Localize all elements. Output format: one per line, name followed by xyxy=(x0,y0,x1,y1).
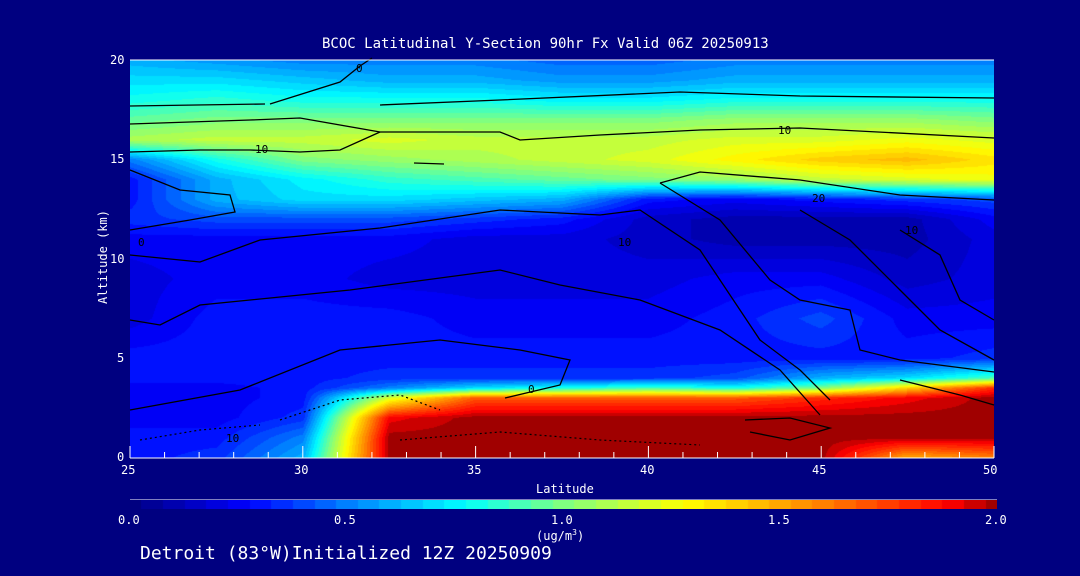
x-tick-label: 35 xyxy=(467,463,482,477)
units-prefix: (ug/m xyxy=(536,529,573,543)
axes xyxy=(130,59,997,501)
contour-line xyxy=(129,117,995,141)
footer-caption: Detroit (83°W)Initialized 12Z 20250909 xyxy=(140,543,552,564)
x-tick-label: 50 xyxy=(983,463,998,477)
y-tick-label: 0 xyxy=(117,450,125,464)
contour-label: 0 xyxy=(356,62,363,75)
x-tick-label: 25 xyxy=(121,463,136,477)
contour-line xyxy=(129,131,381,153)
colorbar-tick-label: 2.0 xyxy=(985,513,1007,527)
units-suffix: ) xyxy=(576,529,585,543)
contour-lines-dashed xyxy=(139,394,701,446)
contour-line xyxy=(129,339,571,411)
contour-line xyxy=(744,417,833,441)
contour-line-dashed xyxy=(279,394,441,421)
contour-line xyxy=(899,229,995,321)
x-ticks xyxy=(129,446,995,458)
y-axis-label: Altitude (km) xyxy=(95,210,110,304)
units-superscript: 3 xyxy=(572,528,577,537)
contour-label: 10 xyxy=(255,143,268,156)
contour-line xyxy=(413,162,445,165)
contour-label: 10 xyxy=(905,224,918,237)
contour-lines xyxy=(129,57,995,441)
contour-line xyxy=(129,169,236,231)
colorbar-units: (ug/m3) xyxy=(536,528,584,543)
x-tick-label: 40 xyxy=(640,463,655,477)
contour-label: 10 xyxy=(778,124,791,137)
x-axis-label: Latitude xyxy=(536,482,594,496)
colorbar-tick-label: 1.0 xyxy=(551,513,573,527)
contour-labels: 0 10 10 20 10 0 10 0 10 xyxy=(138,62,918,445)
contour-label: 10 xyxy=(618,236,631,249)
contour-line xyxy=(659,182,995,373)
contour-line xyxy=(799,209,995,361)
contour-line xyxy=(659,171,995,201)
contour-line-dashed xyxy=(399,431,701,446)
colorbar xyxy=(130,500,997,509)
contour-label: 0 xyxy=(138,236,145,249)
contour-line-dashed xyxy=(139,424,261,441)
y-tick-label: 10 xyxy=(110,252,125,266)
concentration-field xyxy=(130,60,994,458)
colorbar-tick-label: 0.0 xyxy=(118,513,140,527)
colorbar-tick-label: 1.5 xyxy=(768,513,790,527)
y-tick-label: 20 xyxy=(110,53,125,67)
contour-line xyxy=(129,209,831,401)
contour-line xyxy=(129,269,821,416)
x-tick-label: 30 xyxy=(294,463,309,477)
y-tick-label: 5 xyxy=(117,351,125,365)
contour-label: 10 xyxy=(226,432,239,445)
contour-line xyxy=(129,91,995,107)
colorbar-tick-label: 0.5 xyxy=(334,513,356,527)
y-tick-label: 15 xyxy=(110,152,125,166)
contour-label: 0 xyxy=(528,383,535,396)
chart-title: BCOC Latitudinal Y-Section 90hr Fx Valid… xyxy=(322,36,769,52)
contour-label: 20 xyxy=(812,192,825,205)
contour-line xyxy=(899,379,995,406)
contour-line xyxy=(269,57,373,105)
x-tick-label: 45 xyxy=(812,463,827,477)
